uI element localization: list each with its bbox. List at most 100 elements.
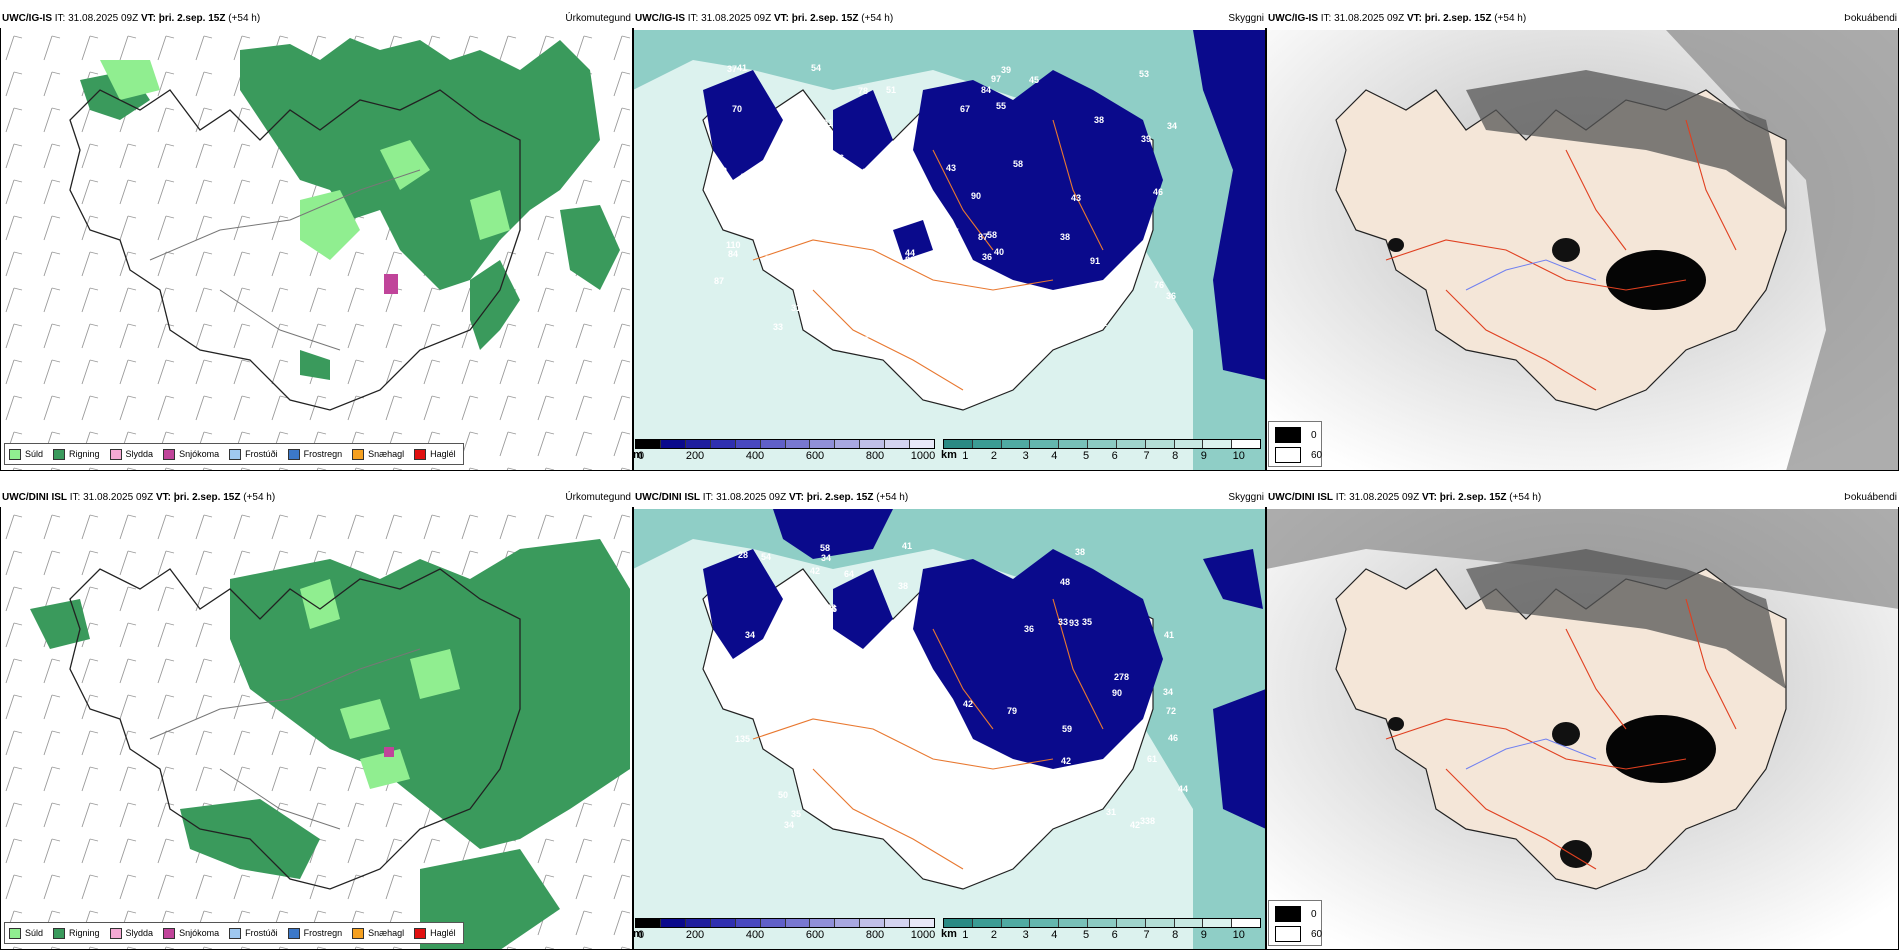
cloud-base-label: 31 — [1097, 318, 1107, 328]
cloud-base-label: 38 — [1060, 232, 1070, 242]
cloud-visibility-map[interactable]: 178 147 40 42 34 50 59 58 41 53 41 38 38 42 36 44 35 38 28… — [633, 509, 1266, 950]
cloud-base-label: 135 — [735, 734, 750, 744]
model-name: UWC/DINI ISL — [1268, 492, 1333, 503]
cloud-base-label: 66 — [1038, 330, 1048, 340]
precip-type-map[interactable] — [0, 509, 633, 950]
cloud-base-label: 28 — [738, 550, 748, 560]
model-name: UWC/DINI ISL — [2, 492, 67, 503]
fog-index-legend: 0 60 — [1268, 421, 1322, 467]
cloud-base-label: 35 — [791, 809, 801, 819]
legend-item: Snæhagl — [352, 927, 404, 939]
cloud-base-label: 59 — [1062, 724, 1072, 734]
fog-index-map[interactable] — [1266, 30, 1899, 471]
cloud-base-label: 67 — [960, 104, 970, 114]
valid-time: VT: þri. 2.sep. 15Z — [1406, 13, 1492, 24]
cloud-base-label: 38 — [936, 328, 946, 338]
legend-item: Rigning — [53, 448, 100, 460]
cloud-base-label: 84 — [728, 249, 738, 259]
legend-item: Snjókoma — [163, 927, 219, 939]
cloud-base-label: 76 — [1154, 280, 1164, 290]
cloud-base-label: 338 — [1140, 816, 1155, 826]
cloud-base-label: 44 — [905, 248, 915, 258]
cloud-base-label: 12 — [733, 204, 743, 214]
cloud-base-label: 46 — [1168, 733, 1178, 743]
cloud-base-label: 97 — [991, 74, 1001, 84]
valid-time: VT: þri. 2.sep. 15Z — [1421, 492, 1507, 503]
cloud-base-label: 70 — [732, 104, 742, 114]
cloud-base-ticks: 0 200 400 600 800 1000 — [637, 450, 936, 462]
legend-item: Haglél — [414, 448, 456, 460]
cloud-base-label: 35 — [1082, 617, 1092, 627]
cloud-base-label: 40 — [838, 663, 848, 673]
cloud-base-label: 42 — [717, 166, 727, 176]
cloud-base-label: 64 — [844, 569, 854, 579]
precip-type-legend: Súld Rigning Slydda Snjókoma Frostúði Fr… — [4, 922, 464, 944]
visibility-unit: km — [941, 449, 957, 461]
visibility-unit: km — [941, 928, 957, 940]
legend-item: Frostúði — [229, 927, 278, 939]
cloud-base-label: 93 — [1069, 618, 1079, 628]
lead-time: (+54 h) — [873, 492, 909, 503]
cloud-base-label: 101 — [818, 118, 833, 128]
cloud-base-label: 87 — [978, 232, 988, 242]
visibility-ticks: 1 2 3 4 5 6 7 8 9 10 — [962, 929, 1245, 941]
cloud-base-label: 72 — [1166, 706, 1176, 716]
cloud-base-colorbar: 0 200 400 600 800 1000 m — [633, 918, 936, 942]
fog-index-legend: 0 60 — [1268, 900, 1322, 946]
cloud-base-label: 34 — [899, 166, 909, 176]
cloud-base-label: 41 — [803, 687, 813, 697]
product-title: Úrkomutegund — [565, 492, 631, 503]
issue-time: IT: 31.08.2025 09Z — [67, 492, 156, 503]
fog-map-svg — [1266, 509, 1899, 950]
cloud-base-label: 34 — [745, 630, 755, 640]
cloud-base-label: 59 — [922, 713, 932, 723]
cloud-base-label: 34 — [784, 820, 794, 830]
cloud-base-label: 53 — [1139, 69, 1149, 79]
cloud-base-label: 52 — [914, 705, 924, 715]
model-name: UWC/IG-IS — [635, 13, 685, 24]
lead-time: (+54 h) — [858, 13, 894, 24]
cloud-base-label: 49 — [739, 172, 749, 182]
cloud-base-label: 33 — [773, 322, 783, 332]
cloud-base-label: 178 — [807, 796, 822, 806]
legend-item: Slydda — [109, 927, 153, 939]
cloud-base-label: 36 — [1166, 291, 1176, 301]
cloud-base-label: 55 — [996, 101, 1006, 111]
cloud-map-svg: 40 49 53 36 55 34 43 58 37 43 31 42 51 44 91 76 58 84 85 49… — [633, 30, 1266, 471]
panel-header: UWC/IG-IS IT: 31.08.2025 09Z VT: þri. 2.… — [633, 8, 1266, 28]
cloud-base-label: 85 — [859, 335, 869, 345]
cloud-base-label: 78 — [858, 86, 868, 96]
cloud-base-label: 90 — [866, 238, 876, 248]
model-name: UWC/DINI ISL — [635, 492, 700, 503]
cloud-base-ticks: 0 200 400 600 800 1000 — [637, 929, 936, 941]
cloud-base-label: 58 — [826, 603, 836, 613]
issue-time: IT: 31.08.2025 09Z — [52, 13, 141, 24]
panel-header: UWC/DINI ISL IT: 31.08.2025 09Z VT: þri.… — [633, 487, 1266, 507]
cloud-base-label: 111 — [779, 215, 793, 225]
cloud-base-label: 42 — [963, 699, 973, 709]
cloud-base-label: 87 — [714, 276, 724, 286]
cloud-base-label: 51 — [840, 303, 850, 313]
precip-map-svg — [0, 30, 633, 471]
cloud-base-label: 40 — [1070, 791, 1080, 801]
cloud-base-labels: 1781474042345059584153413838423644353828… — [725, 541, 1188, 830]
cloud-base-label: 58 — [1013, 159, 1023, 169]
product-title: Úrkomutegund — [565, 13, 631, 24]
precip-type-map[interactable] — [0, 30, 633, 471]
product-title: Þokuábendi — [1844, 492, 1897, 503]
cloud-base-label: 45 — [1028, 294, 1038, 304]
model-name: UWC/IG-IS — [1268, 13, 1318, 24]
cloud-base-label: 50 — [817, 783, 827, 793]
panel-uwc-ig-is-cloud: UWC/IG-IS IT: 31.08.2025 09Z VT: þri. 2.… — [633, 8, 1266, 471]
precip-map-svg — [0, 509, 633, 950]
cloud-base-label: 39 — [1141, 134, 1151, 144]
legend-item: Snæhagl — [352, 448, 404, 460]
valid-time: VT: þri. 2.sep. 15Z — [773, 13, 859, 24]
cloud-base-label: 90 — [1112, 688, 1122, 698]
cloud-base-label: 36 — [728, 658, 738, 668]
cloud-visibility-map[interactable]: 40 49 53 36 55 34 43 58 37 43 31 42 51 44 91 76 58 84 85 49… — [633, 30, 1266, 471]
cloud-base-label: 38 — [920, 768, 930, 778]
cloud-base-unit: m — [633, 928, 643, 940]
fog-index-map[interactable] — [1266, 509, 1899, 950]
precip-type-legend: Súld Rigning Slydda Snjókoma Frostúði Fr… — [4, 443, 464, 465]
